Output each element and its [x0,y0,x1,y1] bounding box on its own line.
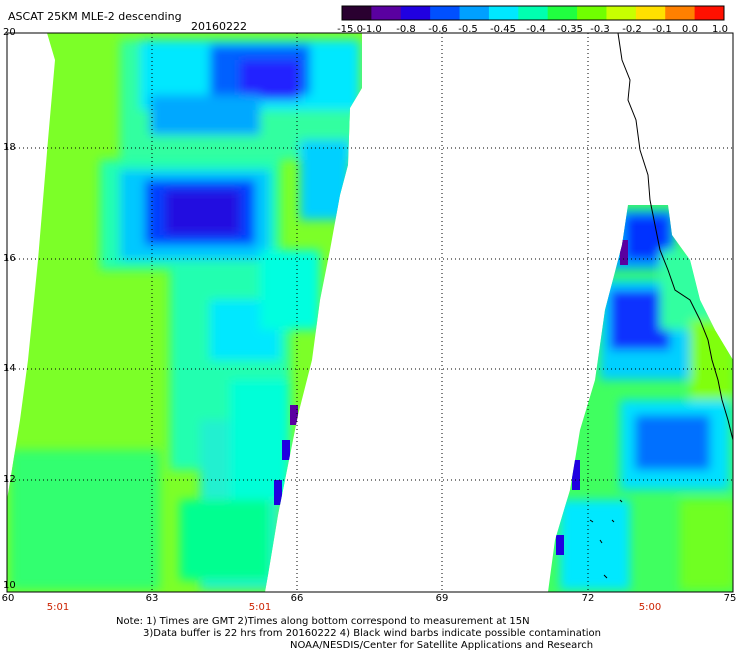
colorbar-swatch [430,6,461,20]
lat-label: 20 [3,27,16,38]
colorbar-swatch [518,6,549,20]
time-label: 5:01 [46,602,70,613]
colorbar-frame [341,5,725,21]
lon-label: 63 [145,593,159,604]
note-line-3: NOAA/NESDIS/Center for Satellite Applica… [290,640,594,651]
colorbar-swatch [635,6,666,20]
coastline [617,32,734,441]
plot-frame [6,32,734,593]
lon-label: 60 [1,593,15,604]
colorbar-swatch [342,6,372,20]
lat-label: 16 [3,253,16,264]
colorbar-swatch [459,6,490,20]
colorbar-tick: -0.1 [652,24,672,35]
gridlines [7,33,733,592]
lon-label: 75 [723,593,737,604]
colorbar-swatch [577,6,607,20]
colorbar-tick: -0.8 [396,24,416,35]
colorbar-tick: 0.0 [682,24,698,35]
lat-label: 10 [3,580,16,591]
colorbar-tick: 1.0 [712,24,728,35]
lat-label: 14 [3,363,16,374]
lon-label: 66 [290,593,304,604]
colorbar-tick: -0.4 [526,24,546,35]
note-line-1: Note: 1) Times are GMT 2)Times along bot… [116,616,530,627]
colorbar-swatch [665,6,696,20]
colorbar-tick: -15.0 [337,24,363,35]
colorbar-tick: -0.2 [622,24,642,35]
lon-label: 72 [581,593,595,604]
colorbar-tick: -0.5 [458,24,478,35]
colorbar-tick: -0.6 [428,24,448,35]
colorbar-swatch [488,6,519,20]
colorbar-swatch [694,6,725,20]
colorbar-tick: -0.45 [490,24,516,35]
colorbar-swatch [400,6,431,20]
colorbar-swatch [606,6,637,20]
time-label: 5:01 [248,602,272,613]
colorbar-swatch [371,6,402,20]
colorbar-tick: -1.0 [362,24,382,35]
islands [589,499,623,579]
note-line-2: 3)Data buffer is 22 hrs from 20160222 4)… [143,628,601,639]
lat-label: 18 [3,142,16,153]
swath-left [7,33,362,592]
lat-label: 12 [3,474,16,485]
title: ASCAT 25KM MLE-2 descending [8,10,182,23]
colorbar [341,5,725,21]
colorbar-tick: -0.35 [557,24,583,35]
time-label: 5:00 [638,602,662,613]
colorbar-swatch [547,6,578,20]
colorbar-tick: -0.3 [590,24,610,35]
date-label: 20160222 [191,20,247,33]
lon-label: 69 [435,593,449,604]
